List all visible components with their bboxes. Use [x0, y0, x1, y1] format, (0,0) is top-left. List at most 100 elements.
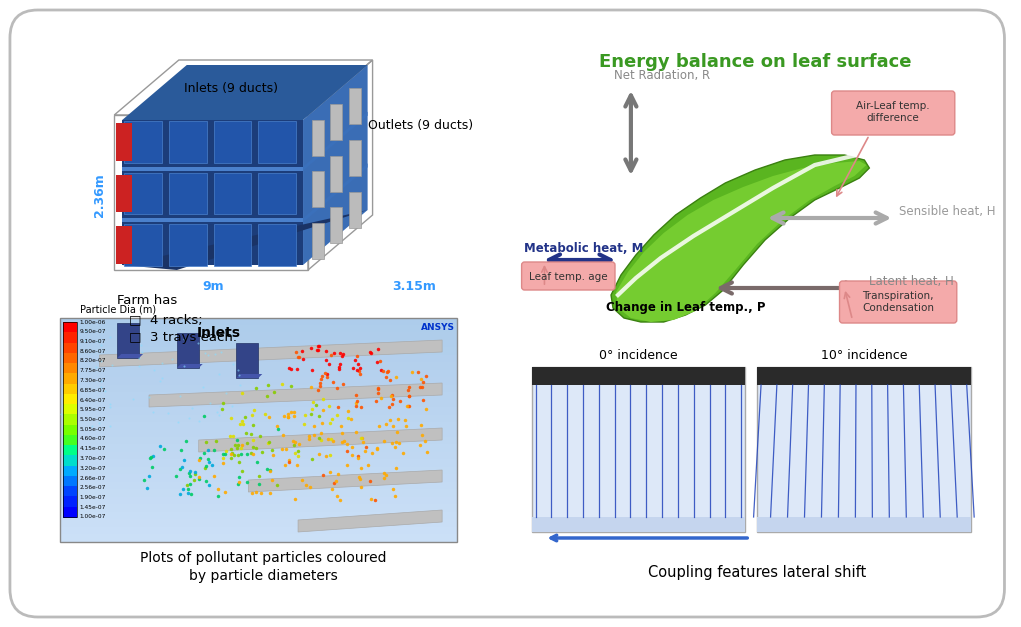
Polygon shape — [123, 120, 303, 265]
Bar — [348, 140, 360, 176]
Bar — [123, 226, 132, 264]
Bar — [177, 333, 199, 368]
Bar — [59, 445, 457, 453]
Text: 1.45e-07: 1.45e-07 — [80, 505, 106, 510]
Bar — [59, 474, 457, 482]
FancyBboxPatch shape — [831, 91, 955, 135]
FancyBboxPatch shape — [522, 262, 615, 290]
Text: Transpiration,
Condensation: Transpiration, Condensation — [862, 291, 934, 313]
Text: Inlets (9 ducts): Inlets (9 ducts) — [184, 82, 278, 95]
Bar — [59, 340, 457, 348]
Bar — [62, 414, 78, 425]
Text: Coupling features lateral shift: Coupling features lateral shift — [648, 564, 866, 579]
Polygon shape — [177, 364, 203, 368]
Polygon shape — [303, 65, 368, 265]
Bar — [330, 208, 342, 243]
Bar — [758, 367, 971, 385]
Bar — [59, 482, 457, 490]
Bar — [59, 318, 457, 542]
Polygon shape — [123, 167, 303, 171]
Text: Leaf temp. age: Leaf temp. age — [529, 272, 607, 282]
Text: 10° incidence: 10° incidence — [821, 349, 907, 362]
Text: Latent heat, H: Latent heat, H — [869, 275, 954, 288]
Text: Particle Dia (m): Particle Dia (m) — [80, 304, 156, 314]
Bar — [258, 121, 296, 162]
Bar — [532, 367, 745, 532]
Bar — [62, 384, 78, 394]
Text: 0° incidence: 0° incidence — [599, 349, 678, 362]
Bar — [59, 489, 457, 497]
Text: 3.70e-07: 3.70e-07 — [80, 456, 106, 461]
Polygon shape — [248, 470, 442, 492]
Text: 5.05e-07: 5.05e-07 — [80, 427, 106, 432]
Bar — [532, 517, 745, 532]
Bar — [311, 223, 324, 259]
FancyBboxPatch shape — [10, 10, 1005, 617]
Bar — [59, 414, 457, 423]
Text: 6.40e-07: 6.40e-07 — [80, 398, 106, 403]
Polygon shape — [616, 161, 867, 322]
Text: 7.75e-07: 7.75e-07 — [80, 368, 106, 373]
Bar — [59, 497, 457, 505]
Text: 5.50e-07: 5.50e-07 — [80, 417, 106, 422]
Bar — [348, 88, 360, 124]
Polygon shape — [298, 510, 442, 532]
Polygon shape — [123, 218, 303, 223]
Text: Net Radiation, R: Net Radiation, R — [614, 69, 711, 82]
Text: 9.50e-07: 9.50e-07 — [80, 329, 106, 334]
Bar — [62, 455, 78, 466]
Text: □  3 trays each.: □ 3 trays each. — [130, 332, 237, 344]
Polygon shape — [123, 210, 368, 270]
Bar — [125, 172, 162, 214]
Bar — [330, 155, 342, 192]
Bar — [59, 512, 457, 520]
Bar — [59, 325, 457, 333]
Bar — [213, 224, 251, 266]
Bar — [59, 519, 457, 527]
Bar — [168, 121, 206, 162]
Bar — [59, 317, 457, 325]
Text: 1.00e-06: 1.00e-06 — [80, 320, 106, 325]
Text: 2.36m: 2.36m — [93, 173, 106, 217]
Polygon shape — [611, 155, 869, 322]
Polygon shape — [149, 383, 442, 407]
FancyBboxPatch shape — [839, 281, 957, 323]
Bar — [258, 224, 296, 266]
Text: ANSYS: ANSYS — [421, 323, 455, 332]
Bar — [62, 353, 78, 364]
Text: 4.15e-07: 4.15e-07 — [80, 446, 106, 451]
Bar — [59, 392, 457, 400]
Bar — [62, 342, 78, 353]
Bar — [62, 363, 78, 374]
Text: 4.60e-07: 4.60e-07 — [80, 436, 106, 441]
Bar — [62, 404, 78, 415]
Text: 8.60e-07: 8.60e-07 — [80, 349, 106, 354]
Bar — [168, 224, 206, 266]
Text: 8.20e-07: 8.20e-07 — [80, 359, 106, 364]
Text: 9m: 9m — [203, 280, 225, 293]
Bar — [62, 435, 78, 446]
Text: 1.00e-07: 1.00e-07 — [80, 515, 106, 520]
Bar — [117, 323, 139, 358]
Bar — [125, 224, 162, 266]
Bar — [62, 394, 78, 404]
Text: 9.10e-07: 9.10e-07 — [80, 339, 106, 344]
Bar — [62, 486, 78, 497]
Bar — [116, 123, 127, 161]
Bar — [59, 452, 457, 460]
Bar — [116, 226, 127, 264]
Bar — [59, 422, 457, 430]
Bar — [348, 191, 360, 228]
Polygon shape — [117, 354, 143, 358]
Text: 3.20e-07: 3.20e-07 — [80, 466, 106, 471]
Polygon shape — [99, 340, 442, 367]
Bar — [59, 407, 457, 415]
Bar — [62, 322, 78, 333]
Text: Air-Leaf temp.
difference: Air-Leaf temp. difference — [857, 101, 930, 123]
Bar — [62, 476, 78, 487]
Text: Farm has: Farm has — [117, 293, 178, 307]
Bar — [59, 355, 457, 363]
Text: Outlets (9 ducts): Outlets (9 ducts) — [368, 119, 473, 132]
Bar — [59, 429, 457, 438]
Text: Plots of pollutant particles coloured: Plots of pollutant particles coloured — [140, 551, 387, 565]
